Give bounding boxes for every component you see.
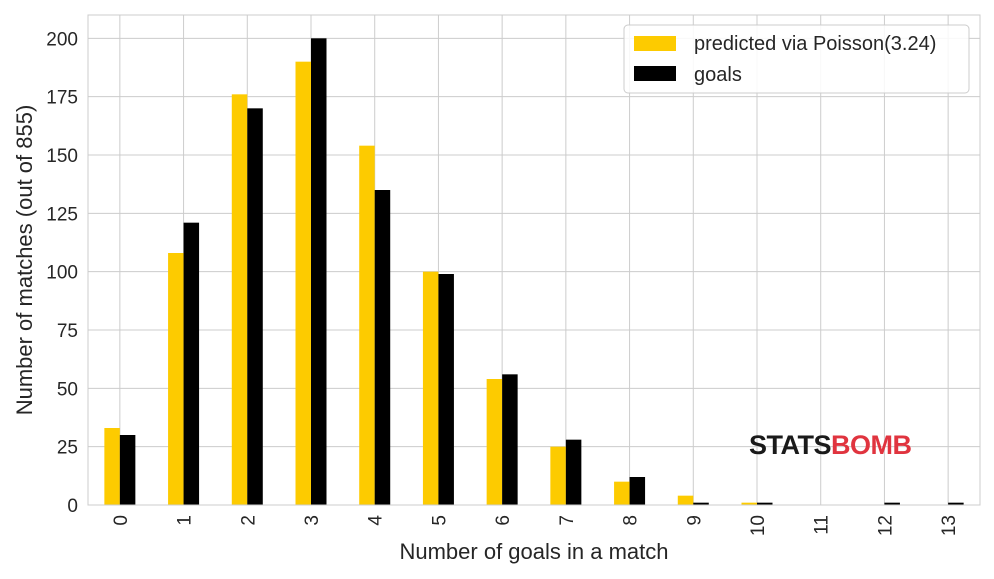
x-tick-label: 3 bbox=[302, 515, 323, 526]
bar-goals bbox=[693, 502, 709, 505]
bar-goals bbox=[119, 435, 136, 505]
y-tick-label: 75 bbox=[57, 321, 78, 342]
x-tick-label: 2 bbox=[238, 515, 259, 526]
bar-predicted bbox=[614, 481, 630, 505]
x-tick-label: 10 bbox=[748, 515, 769, 536]
bar-predicted bbox=[104, 428, 120, 505]
legend-label-goals: goals bbox=[694, 64, 742, 86]
bar-goals bbox=[374, 190, 391, 505]
bar-predicted bbox=[168, 253, 184, 505]
statsbomb-logo: STATSBOMB bbox=[749, 430, 912, 460]
bar-goals bbox=[247, 108, 263, 505]
x-tick-label: 1 bbox=[175, 515, 196, 526]
y-tick-label: 175 bbox=[46, 88, 78, 109]
bar-predicted bbox=[677, 495, 694, 505]
bar-predicted bbox=[295, 61, 311, 506]
bar-goals bbox=[629, 477, 646, 505]
bar-goals bbox=[948, 502, 964, 505]
y-tick-label: 25 bbox=[57, 438, 78, 459]
x-tick-label: 4 bbox=[366, 515, 387, 526]
logo-text-stats: STATS bbox=[749, 430, 831, 460]
x-tick-label: 0 bbox=[111, 515, 132, 526]
bar-goals bbox=[183, 222, 200, 505]
bar-predicted bbox=[422, 271, 439, 505]
y-tick-label: 50 bbox=[57, 379, 78, 400]
svg-text:STATSBOMB: STATSBOMB bbox=[749, 430, 912, 460]
bar-goals bbox=[438, 274, 454, 505]
x-tick-label: 6 bbox=[493, 515, 514, 526]
x-tick-label: 13 bbox=[939, 515, 960, 536]
plot-frame bbox=[87, 14, 981, 506]
legend-swatch-predicted bbox=[634, 36, 676, 51]
x-tick-label: 11 bbox=[812, 515, 833, 535]
bar-predicted bbox=[359, 145, 375, 505]
bars bbox=[104, 38, 964, 506]
bar-predicted bbox=[486, 379, 503, 505]
bar-goals bbox=[565, 439, 582, 505]
y-tick-labels: 0 25 50 75 100 125 150 175 200 bbox=[46, 29, 78, 517]
bar-predicted bbox=[550, 446, 566, 505]
bar-goals bbox=[884, 502, 900, 505]
legend: predicted via Poisson(3.24) goals bbox=[623, 24, 970, 94]
x-tick-label: 7 bbox=[557, 515, 578, 526]
y-tick-label: 100 bbox=[46, 263, 78, 284]
logo-text-bomb: BOMB bbox=[831, 430, 912, 460]
y-tick-label: 0 bbox=[67, 496, 78, 517]
x-tick-labels: 0 1 2 3 4 5 6 7 8 9 10 11 12 13 bbox=[111, 515, 960, 537]
x-tick-label: 12 bbox=[875, 515, 896, 536]
bar-predicted bbox=[741, 502, 757, 505]
legend-box bbox=[623, 24, 970, 94]
y-tick-label: 150 bbox=[46, 146, 78, 167]
y-tick-label: 200 bbox=[46, 29, 78, 50]
y-axis-title: Number of matches (out of 855) bbox=[12, 105, 37, 416]
legend-label-predicted: predicted via Poisson(3.24) bbox=[694, 33, 936, 55]
x-tick-label: 5 bbox=[429, 515, 450, 526]
y-tick-label: 125 bbox=[46, 204, 78, 225]
bar-predicted bbox=[231, 94, 248, 505]
legend-swatch-goals bbox=[634, 66, 676, 81]
bar-goals bbox=[757, 502, 773, 505]
bar-goals bbox=[502, 374, 518, 505]
bar-goals bbox=[311, 38, 327, 505]
x-tick-label: 8 bbox=[621, 515, 642, 526]
x-axis-title: Number of goals in a match bbox=[399, 539, 668, 564]
x-tick-label: 9 bbox=[684, 515, 705, 526]
